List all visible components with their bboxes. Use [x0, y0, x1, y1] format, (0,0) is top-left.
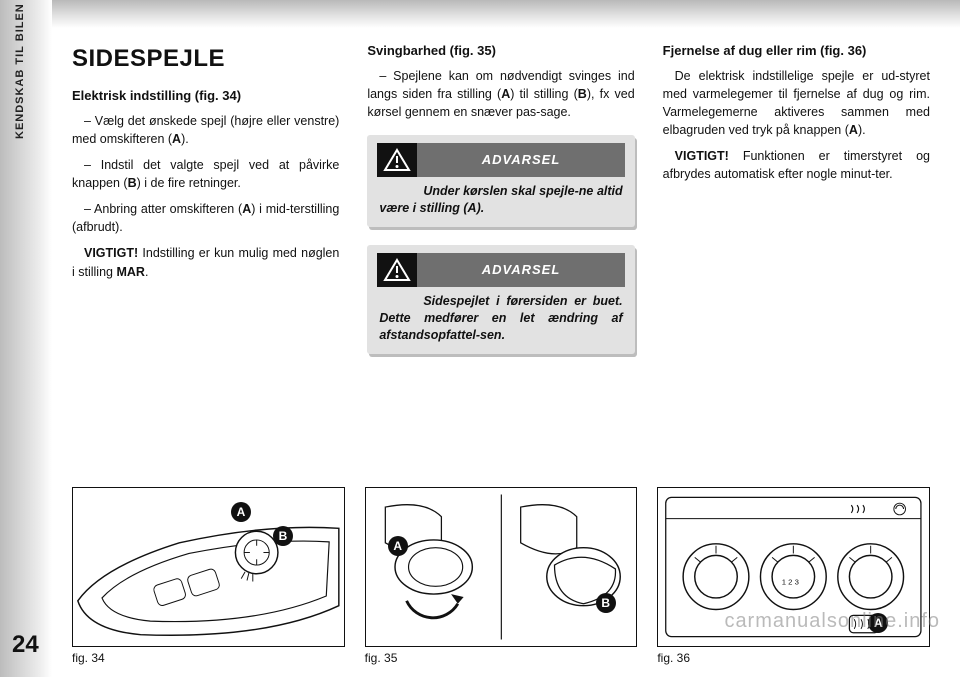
subhead-swing: Svingbarhed (fig. 35): [367, 42, 634, 61]
top-shadow: [0, 0, 960, 28]
warning-title: ADVARSEL: [417, 143, 624, 177]
column-3: Fjernelse af dug eller rim (fig. 36) De …: [663, 42, 930, 477]
column-2: Svingbarhed (fig. 35) – Spejlene kan om …: [367, 42, 634, 477]
figure-34-illustration: A B: [72, 487, 345, 647]
warning-head: ADVARSEL: [377, 143, 624, 177]
figures-row: A B fig. 34: [72, 480, 930, 665]
callout-a: A: [231, 502, 251, 522]
text: .: [145, 265, 148, 279]
callout-b: B: [596, 593, 616, 613]
text: ) til stilling (: [510, 87, 578, 101]
paragraph: VIGTIGT! Indstilling er kun mulig med nø…: [72, 244, 339, 280]
text: Sidespejlet i førersiden er buet. Dette …: [379, 294, 622, 342]
figure-35-illustration: A B: [365, 487, 638, 647]
paragraph: – Spejlene kan om nødvendigt svinges ind…: [367, 67, 634, 121]
paragraph: – Vælg det ønskede spejl (højre eller ve…: [72, 112, 339, 148]
text: Under kørslen skal spejle-ne altid være …: [379, 184, 622, 215]
figure-caption: fig. 34: [72, 651, 345, 665]
figure-34: A B fig. 34: [72, 487, 345, 665]
content-columns: SIDESPEJLE Elektrisk indstilling (fig. 3…: [72, 42, 930, 477]
ref-b: B: [128, 176, 137, 190]
ref-mar: MAR: [116, 265, 144, 279]
paragraph: – Indstil det valgte spejl ved at påvirk…: [72, 156, 339, 192]
subhead-electric: Elektrisk indstilling (fig. 34): [72, 87, 339, 106]
section-label: KENDSKAB TIL BILEN: [14, 3, 26, 139]
warning-body: Sidespejlet i førersiden er buet. Dette …: [377, 291, 624, 344]
ref-a: A: [242, 202, 251, 216]
manual-page: KENDSKAB TIL BILEN 24 SIDESPEJLE Elektri…: [0, 0, 960, 677]
warning-box-1: ADVARSEL Under kørslen skal spejle-ne al…: [367, 135, 634, 227]
svg-text:1 2 3: 1 2 3: [782, 577, 799, 586]
text: ).: [181, 132, 189, 146]
text: ) i de fire retninger.: [137, 176, 241, 190]
paragraph: VIGTIGT! Funktionen er timerstyret og af…: [663, 147, 930, 183]
figure-35: A B fig. 35: [365, 487, 638, 665]
warning-title: ADVARSEL: [417, 253, 624, 287]
warning-body: Under kørslen skal spejle-ne altid være …: [377, 181, 624, 217]
important-label: VIGTIGT!: [84, 246, 142, 260]
paragraph: – Anbring atter omskifteren (A) i mid-te…: [72, 200, 339, 236]
figure-caption: fig. 35: [365, 651, 638, 665]
warning-box-2: ADVARSEL Sidespejlet i førersiden er bue…: [367, 245, 634, 354]
page-title: SIDESPEJLE: [72, 42, 339, 77]
text: – Anbring atter omskifteren (: [84, 202, 242, 216]
figure-36: 1 2 3 A fig. 36: [657, 487, 930, 665]
figure-36-illustration: 1 2 3 A: [657, 487, 930, 647]
ref-a: A: [501, 87, 510, 101]
page-number: 24: [12, 631, 39, 659]
important-label: VIGTIGT!: [675, 149, 743, 163]
callout-a: A: [388, 536, 408, 556]
warning-head: ADVARSEL: [377, 253, 624, 287]
paragraph: De elektrisk indstillelige spejle er ud-…: [663, 67, 930, 140]
warning-triangle-icon: [377, 253, 417, 287]
column-1: SIDESPEJLE Elektrisk indstilling (fig. 3…: [72, 42, 339, 477]
text: – Vælg det ønskede spejl (højre eller ve…: [72, 114, 339, 146]
callout-b: B: [273, 526, 293, 546]
figure-caption: fig. 36: [657, 651, 930, 665]
text: ).: [858, 123, 866, 137]
subhead-defog: Fjernelse af dug eller rim (fig. 36): [663, 42, 930, 61]
warning-triangle-icon: [377, 143, 417, 177]
ref-b: B: [578, 87, 587, 101]
sidebar: KENDSKAB TIL BILEN: [0, 0, 52, 677]
ref-a: A: [172, 132, 181, 146]
text: De elektrisk indstillelige spejle er ud-…: [663, 69, 930, 137]
ref-a: A: [849, 123, 858, 137]
